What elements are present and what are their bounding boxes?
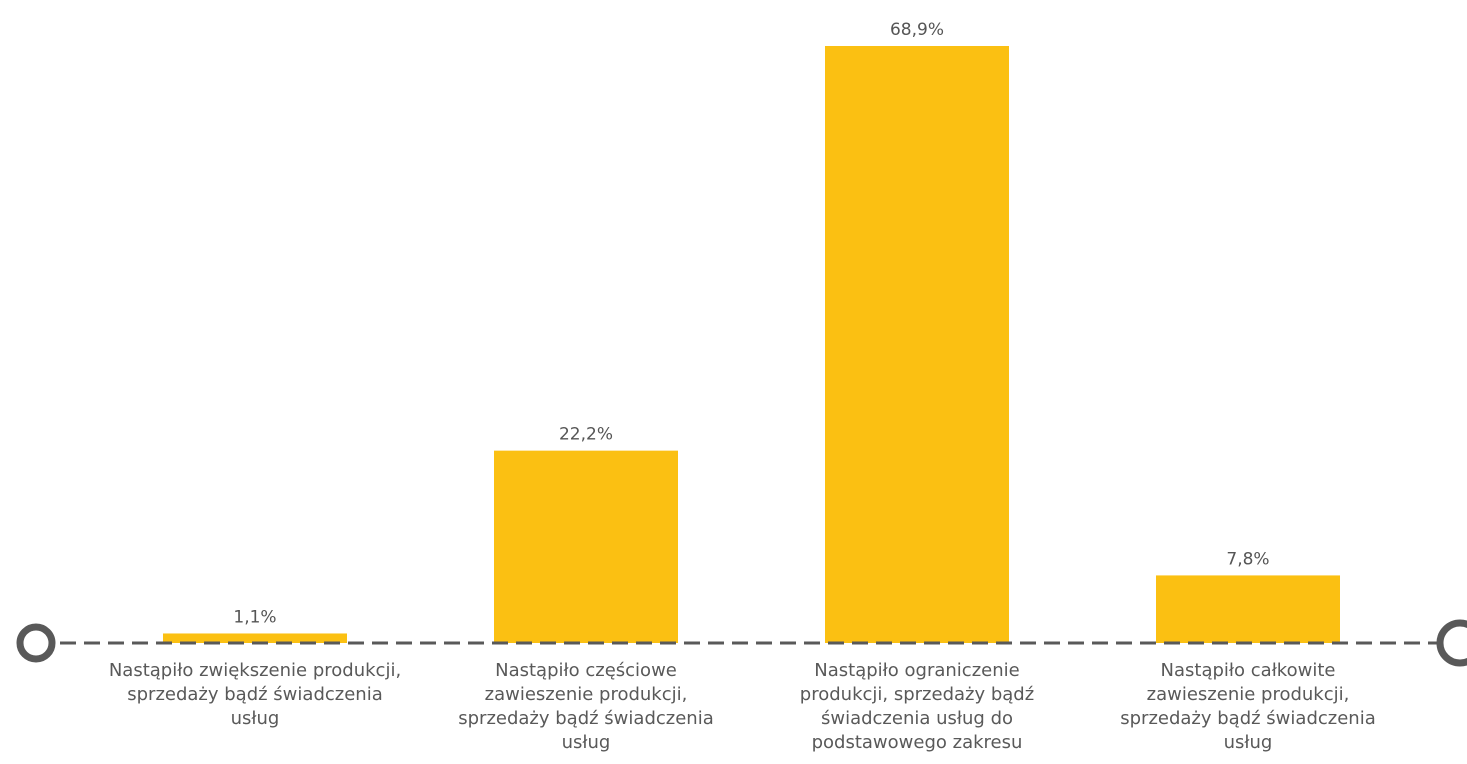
category-label-3-line-3: usług [1224, 732, 1273, 753]
category-label-1-line-0: Nastąpiło częściowe [495, 660, 677, 681]
value-label-2: 68,9% [890, 20, 944, 40]
axis-right-circle-icon [1436, 619, 1467, 667]
category-label-0-line-1: sprzedaży bądź świadczenia [127, 684, 382, 705]
bar-1 [494, 450, 678, 643]
bars-layer [163, 46, 1340, 643]
category-label-3-line-1: zawieszenie produkcji, [1147, 684, 1350, 705]
category-label-2-line-3: podstawowego zakresu [812, 732, 1023, 753]
bar-0 [163, 633, 347, 643]
category-label-0-line-0: Nastąpiło zwiększenie produkcji, [109, 660, 401, 681]
value-label-1: 22,2% [559, 425, 613, 445]
value-label-0: 1,1% [233, 607, 276, 627]
bar-3 [1156, 575, 1340, 643]
value-label-3: 7,8% [1226, 549, 1269, 569]
category-label-3-line-0: Nastąpiło całkowite [1161, 660, 1336, 681]
category-label-1-line-3: usług [562, 732, 611, 753]
category-label-1-line-1: zawieszenie produkcji, [485, 684, 688, 705]
category-label-2-line-2: świadczenia usług do [821, 708, 1013, 729]
category-label-0: Nastąpiło zwiększenie produkcji, sprzedaż… [109, 660, 401, 729]
bar-2 [825, 46, 1009, 643]
category-label-2-line-1: produkcji, sprzedaży bądź [800, 684, 1034, 705]
category-label-1-line-2: sprzedaży bądź świadczenia [458, 708, 713, 729]
category-label-3-line-2: sprzedaży bądź świadczenia [1120, 708, 1375, 729]
axis-left-circle-icon [16, 623, 56, 663]
axis-layer [16, 619, 1467, 667]
category-label-2: Nastąpiło ograniczenie produkcji, sprzeda… [800, 660, 1034, 753]
category-label-0-line-2: usług [231, 708, 280, 729]
category-label-1: Nastąpiło częściowe zawieszenie produkcji… [458, 660, 713, 753]
category-label-2-line-0: Nastąpiło ograniczenie [814, 660, 1019, 681]
category-label-3: Nastąpiło całkowite zawieszenie produkcji… [1120, 660, 1375, 753]
labels-layer: 1,1% Nastąpiło zwiększenie produkcji, sprz… [109, 20, 1376, 753]
